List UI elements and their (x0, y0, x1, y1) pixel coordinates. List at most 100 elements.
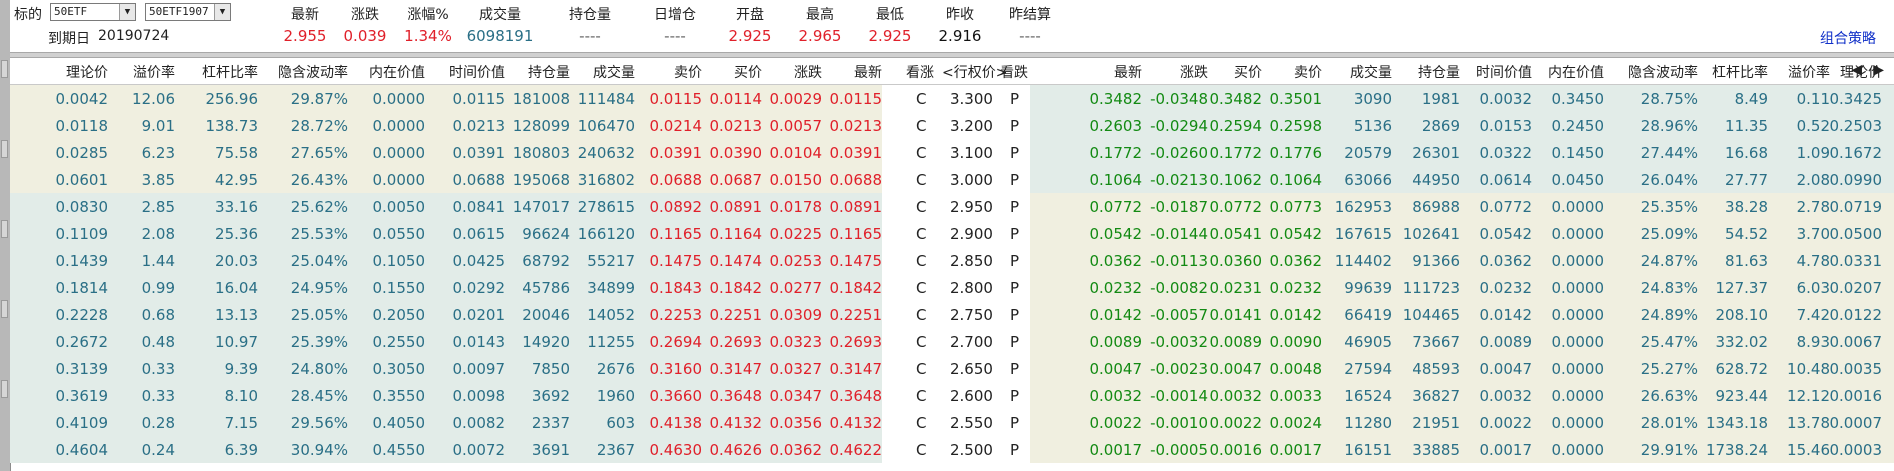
quote-label-high: 最高 (806, 7, 834, 23)
table-row[interactable]: 0.1814 0.99 16.04 24.95% 0.1550 0.0292 45786 34… (10, 274, 1894, 301)
call-marker[interactable]: C (916, 306, 927, 324)
put-iv-cell: 24.87% (1640, 252, 1698, 270)
combo-strategy-link[interactable]: 组合策略 (1820, 31, 1876, 47)
call-marker[interactable]: C (916, 117, 927, 135)
strike-col-header-0[interactable]: 看涨 (906, 65, 934, 81)
dock-tab[interactable] (1, 60, 8, 78)
table-row[interactable]: 0.2672 0.48 10.97 25.39% 0.2550 0.0143 14920 11… (10, 328, 1894, 355)
put-marker[interactable]: P (1010, 144, 1020, 162)
put-intrinsic-cell: 0.3450 (1551, 90, 1605, 108)
put-col-header-intrinsic[interactable]: 内在价值 (1548, 65, 1604, 81)
table-row[interactable]: 0.1439 1.44 20.03 25.04% 0.1050 0.0425 68792 55… (10, 247, 1894, 274)
dock-tab[interactable] (1, 140, 8, 158)
call-volume-cell: 316802 (577, 171, 635, 189)
dock-tab[interactable] (1, 220, 8, 238)
put-marker[interactable]: P (1010, 333, 1020, 351)
put-theo-cell: 0.0016 (1829, 387, 1883, 405)
put-marker[interactable]: P (1010, 441, 1020, 459)
scroll-right-icon[interactable]: ▶ (1873, 62, 1884, 78)
call-marker[interactable]: C (916, 225, 927, 243)
put-col-header-iv[interactable]: 隐含波动率 (1628, 65, 1698, 81)
call-marker[interactable]: C (916, 171, 927, 189)
put-marker[interactable]: P (1010, 90, 1020, 108)
put-col-header-volume[interactable]: 成交量 (1350, 65, 1392, 81)
call-col-header-leverage[interactable]: 杠杆比率 (202, 65, 258, 81)
strike-col-header-1[interactable]: <行权价> (942, 65, 1008, 81)
chevron-down-icon[interactable]: ▼ (119, 4, 135, 20)
table-row[interactable]: 0.0118 9.01 138.73 28.72% 0.0000 0.0213 128099… (10, 112, 1894, 139)
call-col-header-time-value[interactable]: 时间价值 (449, 65, 505, 81)
strike-col-header-2[interactable]: 看跌 (1000, 65, 1028, 81)
table-row[interactable]: 0.0830 2.85 33.16 25.62% 0.0050 0.0841 147017 2… (10, 193, 1894, 220)
put-marker[interactable]: P (1010, 414, 1020, 432)
call-col-header-theo[interactable]: 理论价 (66, 65, 108, 81)
put-marker[interactable]: P (1010, 225, 1020, 243)
call-marker[interactable]: C (916, 360, 927, 378)
contract-select[interactable]: 50ETF1907 ▼ (145, 3, 231, 21)
put-marker[interactable]: P (1010, 117, 1020, 135)
call-intrinsic-cell: 0.0050 (372, 198, 426, 216)
put-bid-cell: 0.0047 (1209, 360, 1263, 378)
table-row[interactable]: 0.0601 3.85 42.95 26.43% 0.0000 0.0688 195068 3… (10, 166, 1894, 193)
put-marker[interactable]: P (1010, 198, 1020, 216)
call-marker[interactable]: C (916, 333, 927, 351)
call-last-cell: 0.0688 (829, 171, 883, 189)
call-iv-cell: 30.94% (290, 441, 348, 459)
call-marker[interactable]: C (916, 252, 927, 270)
dock-tab[interactable] (1, 300, 8, 318)
table-row[interactable]: 0.4109 0.28 7.15 29.56% 0.4050 0.0082 2337 603 0… (10, 409, 1894, 436)
call-col-header-open-interest[interactable]: 持仓量 (528, 65, 570, 81)
put-col-header-theo[interactable]: 理论价 (1840, 65, 1882, 81)
call-col-header-volume[interactable]: 成交量 (593, 65, 635, 81)
call-col-header-ask[interactable]: 卖价 (674, 65, 702, 81)
put-marker[interactable]: P (1010, 252, 1020, 270)
table-row[interactable]: 0.0042 12.06 256.96 29.87% 0.0000 0.0115 18100… (10, 85, 1894, 112)
table-row[interactable]: 0.4604 0.24 6.39 30.94% 0.4550 0.0072 3691 2367… (10, 436, 1894, 463)
call-marker[interactable]: C (916, 198, 927, 216)
call-col-header-bid[interactable]: 买价 (734, 65, 762, 81)
table-row[interactable]: 0.1109 2.08 25.36 25.53% 0.0550 0.0615 96624 16… (10, 220, 1894, 247)
call-col-header-iv[interactable]: 隐含波动率 (278, 65, 348, 81)
scroll-left-icon[interactable]: ◀ (1851, 62, 1862, 78)
put-open-interest-cell: 21951 (1412, 414, 1460, 432)
put-marker[interactable]: P (1010, 387, 1020, 405)
underlying-select[interactable]: 50ETF ▼ (50, 3, 136, 21)
call-iv-cell: 25.62% (290, 198, 348, 216)
put-col-header-time-value[interactable]: 时间价值 (1476, 65, 1532, 81)
table-row[interactable]: 0.3139 0.33 9.39 24.80% 0.3050 0.0097 7850 2676… (10, 355, 1894, 382)
put-marker[interactable]: P (1010, 306, 1020, 324)
chevron-down-icon[interactable]: ▼ (214, 4, 230, 20)
put-volume-cell: 27594 (1344, 360, 1392, 378)
put-col-header-ask[interactable]: 卖价 (1294, 65, 1322, 81)
put-last-cell: 0.1772 (1089, 144, 1143, 162)
call-open-interest-cell: 96624 (522, 225, 570, 243)
call-marker[interactable]: C (916, 144, 927, 162)
put-marker[interactable]: P (1010, 279, 1020, 297)
put-bid-cell: 0.0016 (1209, 441, 1263, 459)
call-col-header-premium[interactable]: 溢价率 (133, 65, 175, 81)
call-col-header-change[interactable]: 涨跌 (794, 65, 822, 81)
call-marker[interactable]: C (916, 414, 927, 432)
dock-tab[interactable] (1, 380, 8, 398)
call-marker[interactable]: C (916, 441, 927, 459)
put-time-value-cell: 0.0362 (1479, 252, 1533, 270)
call-time-value-cell: 0.0425 (452, 252, 506, 270)
table-row[interactable]: 0.2228 0.68 13.13 25.05% 0.2050 0.0201 20046 14… (10, 301, 1894, 328)
put-col-header-bid[interactable]: 买价 (1234, 65, 1262, 81)
put-intrinsic-cell: 0.0000 (1551, 252, 1605, 270)
call-col-header-intrinsic[interactable]: 内在价值 (369, 65, 425, 81)
put-col-header-open-interest[interactable]: 持仓量 (1418, 65, 1460, 81)
call-marker[interactable]: C (916, 279, 927, 297)
table-row[interactable]: 0.3619 0.33 8.10 28.45% 0.3550 0.0098 3692 1960… (10, 382, 1894, 409)
table-row[interactable]: 0.0285 6.23 75.58 27.65% 0.0000 0.0391 180803 2… (10, 139, 1894, 166)
put-marker[interactable]: P (1010, 360, 1020, 378)
put-col-header-change[interactable]: 涨跌 (1180, 65, 1208, 81)
call-side-bg (10, 328, 882, 355)
put-marker[interactable]: P (1010, 171, 1020, 189)
call-marker[interactable]: C (916, 387, 927, 405)
put-col-header-last[interactable]: 最新 (1114, 65, 1142, 81)
call-col-header-last[interactable]: 最新 (854, 65, 882, 81)
put-col-header-leverage[interactable]: 杠杆比率 (1712, 65, 1768, 81)
put-col-header-premium[interactable]: 溢价率 (1788, 65, 1830, 81)
call-marker[interactable]: C (916, 90, 927, 108)
